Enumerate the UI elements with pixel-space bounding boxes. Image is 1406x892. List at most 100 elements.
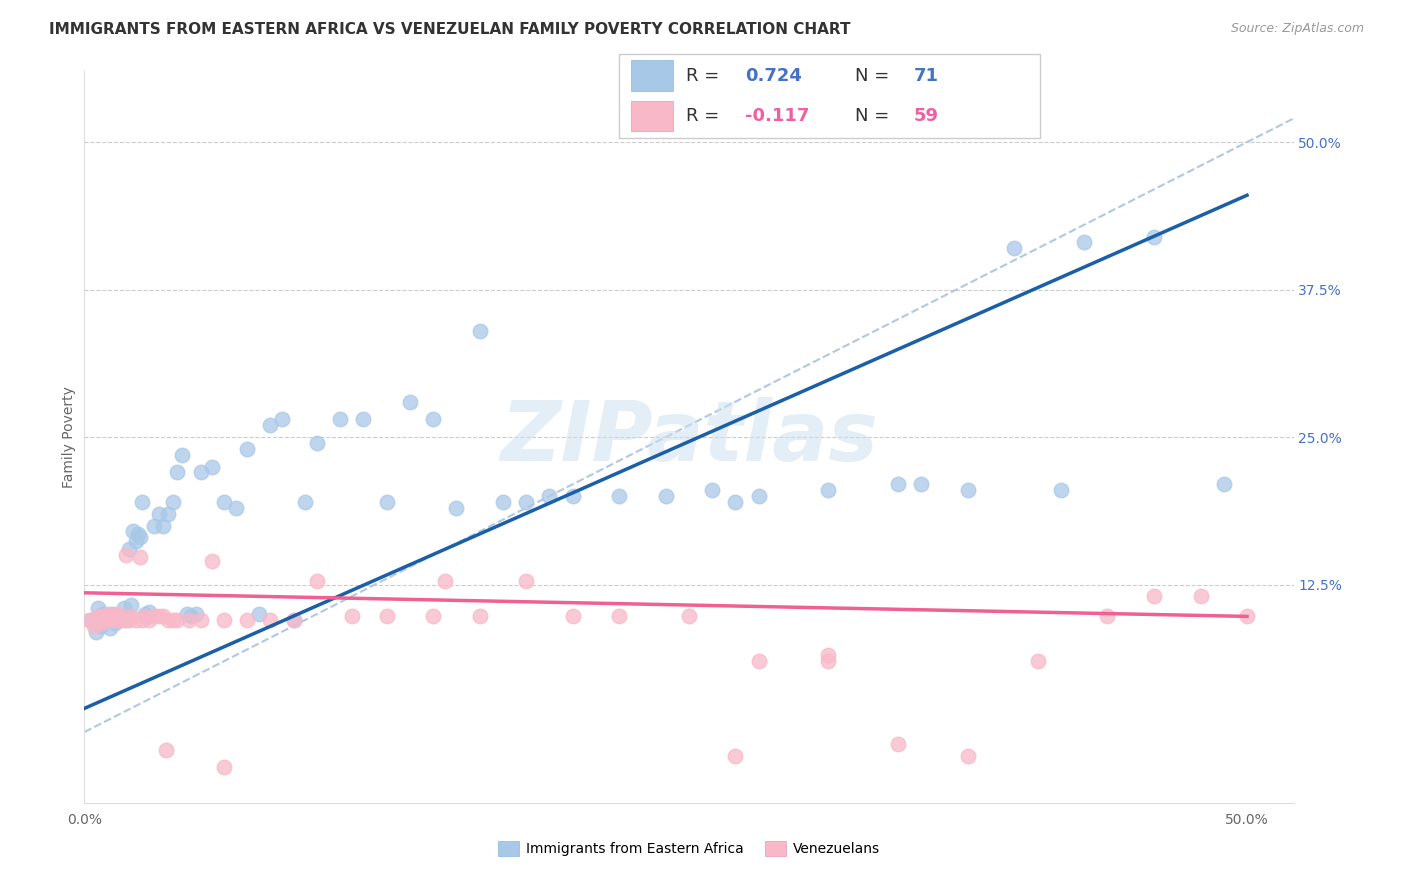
- Point: [247, 607, 270, 621]
- Point: [1073, 235, 1095, 250]
- Point: [94, 613, 117, 627]
- Point: [538, 489, 561, 503]
- Point: [201, 459, 224, 474]
- Point: [468, 609, 491, 624]
- Point: [115, 548, 138, 562]
- Point: [180, 609, 202, 624]
- Point: [294, 495, 316, 509]
- Point: [433, 574, 456, 588]
- Point: [91, 607, 114, 621]
- Text: Source: ZipAtlas.com: Source: ZipAtlas.com: [1230, 22, 1364, 36]
- Point: [87, 601, 110, 615]
- Text: 71: 71: [914, 67, 939, 85]
- Text: -0.117: -0.117: [745, 107, 810, 125]
- Point: [104, 616, 127, 631]
- Point: [259, 613, 281, 627]
- Point: [138, 605, 160, 619]
- Point: [124, 613, 146, 627]
- Point: [817, 483, 839, 498]
- Point: [259, 418, 281, 433]
- Point: [1189, 590, 1212, 604]
- Point: [468, 324, 491, 338]
- Point: [607, 609, 630, 624]
- Point: [176, 607, 198, 621]
- Point: [117, 542, 139, 557]
- Point: [77, 613, 100, 627]
- Point: [152, 518, 174, 533]
- Legend: Immigrants from Eastern Africa, Venezuelans: Immigrants from Eastern Africa, Venezuel…: [492, 836, 886, 862]
- Point: [157, 507, 180, 521]
- Point: [678, 609, 700, 624]
- Point: [97, 613, 120, 627]
- Point: [375, 495, 398, 509]
- Point: [190, 613, 212, 627]
- Point: [166, 613, 188, 627]
- Point: [212, 495, 235, 509]
- Point: [110, 609, 132, 624]
- Point: [83, 619, 105, 633]
- Point: [143, 518, 166, 533]
- Point: [129, 530, 152, 544]
- Point: [170, 448, 193, 462]
- Point: [97, 607, 120, 621]
- Point: [399, 394, 422, 409]
- Text: ZIPatlas: ZIPatlas: [501, 397, 877, 477]
- Point: [702, 483, 724, 498]
- Text: 59: 59: [914, 107, 939, 125]
- Point: [138, 613, 160, 627]
- Point: [152, 609, 174, 624]
- Point: [201, 554, 224, 568]
- Point: [157, 613, 180, 627]
- Point: [101, 607, 124, 621]
- Point: [105, 607, 128, 621]
- Point: [1236, 609, 1258, 624]
- Point: [162, 613, 184, 627]
- Text: IMMIGRANTS FROM EASTERN AFRICA VS VENEZUELAN FAMILY POVERTY CORRELATION CHART: IMMIGRANTS FROM EASTERN AFRICA VS VENEZU…: [49, 22, 851, 37]
- Point: [112, 601, 135, 615]
- Text: 0.724: 0.724: [745, 67, 801, 85]
- Point: [115, 613, 138, 627]
- Point: [283, 613, 305, 627]
- Y-axis label: Family Poverty: Family Poverty: [62, 386, 76, 488]
- Point: [112, 613, 135, 627]
- Point: [162, 495, 184, 509]
- Point: [90, 616, 112, 631]
- Point: [184, 607, 207, 621]
- Point: [212, 613, 235, 627]
- Point: [177, 613, 200, 627]
- Point: [136, 609, 159, 624]
- Point: [148, 609, 170, 624]
- Point: [956, 483, 979, 498]
- Point: [561, 489, 583, 503]
- Point: [87, 609, 110, 624]
- Text: R =: R =: [686, 67, 725, 85]
- Point: [375, 609, 398, 624]
- Point: [515, 574, 537, 588]
- Point: [120, 609, 142, 624]
- Point: [283, 613, 305, 627]
- Point: [748, 489, 770, 503]
- Point: [131, 495, 153, 509]
- Point: [607, 489, 630, 503]
- Point: [129, 550, 152, 565]
- Point: [105, 609, 128, 624]
- Point: [1004, 241, 1026, 255]
- Point: [236, 442, 259, 456]
- Point: [98, 613, 121, 627]
- Point: [225, 500, 247, 515]
- Point: [1212, 477, 1234, 491]
- Point: [212, 760, 235, 774]
- Point: [422, 609, 444, 624]
- Point: [110, 609, 132, 624]
- Point: [127, 526, 149, 541]
- Text: R =: R =: [686, 107, 725, 125]
- Point: [108, 613, 131, 627]
- Point: [84, 613, 107, 627]
- Point: [1143, 229, 1166, 244]
- Point: [190, 466, 212, 480]
- Point: [124, 533, 146, 548]
- Point: [155, 742, 177, 756]
- Point: [817, 648, 839, 663]
- Point: [148, 507, 170, 521]
- Point: [117, 613, 139, 627]
